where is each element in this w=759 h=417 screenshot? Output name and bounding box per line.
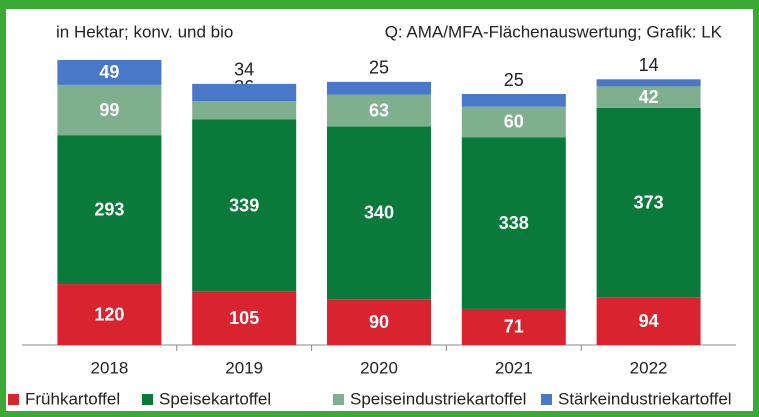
x-tick-label: 2018	[90, 358, 128, 377]
legend-label: Speisekartoffel	[159, 389, 271, 408]
x-tick-label: 2019	[225, 358, 263, 377]
value-label: 99	[99, 100, 119, 120]
legend-label: Stärkeindustriekartoffel	[558, 389, 732, 408]
bar-segment	[57, 135, 162, 285]
bar-segment	[57, 60, 162, 85]
legend-swatch	[333, 394, 344, 405]
bar-segment	[327, 299, 431, 345]
subtitle: in Hektar; konv. und bio	[56, 22, 233, 41]
legend-swatch	[8, 394, 19, 405]
value-label: 120	[94, 304, 124, 324]
value-label: 339	[229, 195, 259, 215]
bar-segment	[192, 291, 297, 345]
top-band	[0, 0, 759, 9]
bar-segment	[596, 86, 701, 108]
x-tick-label: 2020	[360, 358, 398, 377]
value-label: 25	[504, 70, 524, 90]
value-label: 71	[504, 317, 524, 337]
source: Q: AMA/MFA-Flächenauswertung; Grafik: LK	[385, 22, 723, 41]
legend-label: Frühkartoffel	[25, 389, 120, 408]
bar-segment	[192, 83, 297, 102]
value-label: 34	[234, 60, 254, 80]
legend-label: Speiseindustriekartoffel	[350, 389, 526, 408]
value-label: 105	[229, 308, 259, 328]
bar-segment	[192, 101, 297, 120]
bar-segment	[327, 81, 431, 95]
value-label: 94	[639, 311, 659, 331]
value-label: 340	[364, 203, 394, 223]
value-label: 42	[639, 87, 659, 107]
bar-segment	[192, 119, 297, 292]
bar-segment	[596, 107, 701, 298]
x-tick-label: 2021	[495, 358, 533, 377]
bar-segment	[327, 126, 431, 300]
value-label: 25	[369, 58, 389, 78]
bar-segment	[461, 94, 566, 107]
value-label: 63	[369, 100, 389, 120]
bar-segment	[461, 308, 566, 345]
value-label: 90	[369, 312, 389, 332]
value-label: 293	[94, 199, 124, 219]
bar-segment	[596, 297, 701, 345]
bar-segment	[461, 106, 566, 138]
value-label: 60	[504, 112, 524, 132]
legend-swatch	[541, 394, 552, 405]
bar-segment	[57, 84, 162, 136]
bar-segment	[461, 137, 566, 309]
value-label: 14	[639, 55, 659, 75]
legend-swatch	[142, 394, 153, 405]
value-label: 49	[99, 62, 119, 82]
bar-segment	[327, 94, 431, 127]
x-tick-label: 2022	[630, 358, 668, 377]
bar-segment	[57, 284, 162, 345]
bar-segment	[596, 79, 701, 87]
value-label: 373	[634, 192, 664, 212]
value-label: 338	[499, 213, 529, 233]
